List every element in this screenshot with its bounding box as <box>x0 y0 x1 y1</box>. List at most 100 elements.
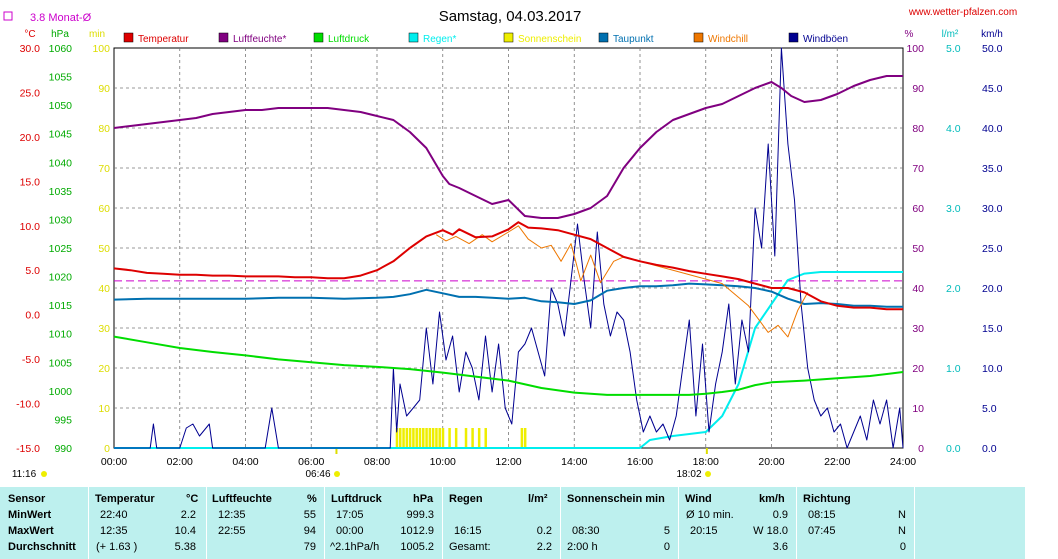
wind-tick-label: 0.0 <box>982 443 997 455</box>
rain-tick-label: 2.0 <box>946 283 961 295</box>
sunshine-bar <box>412 428 415 448</box>
temp-tick-label: -15.0 <box>16 443 40 455</box>
rain-tick-label: 4.0 <box>946 123 961 135</box>
minutes-tick-label: 100 <box>92 43 110 55</box>
humidity-tick-label: 50 <box>912 243 924 255</box>
sun-total-time: 2:00 h <box>567 541 598 553</box>
wind-tick-label: 25.0 <box>982 243 1003 255</box>
max-sun-time: 08:30 <box>572 525 600 537</box>
minutes-tick-label: 50 <box>98 243 110 255</box>
header-pressure-unit: hPa <box>413 493 434 505</box>
minutes-tick-label: 40 <box>98 283 110 295</box>
humidity-tick-label: 100 <box>906 43 924 55</box>
row-label-max: MaxWert <box>8 525 54 537</box>
sunshine-bar <box>431 428 435 448</box>
pressure-tick-label: 1030 <box>49 214 73 226</box>
humidity-unit: % <box>905 29 914 40</box>
max-humidity-time: 22:55 <box>218 525 246 537</box>
rain-total-label: Gesamt: <box>449 541 491 553</box>
avg-humidity-value: 79 <box>303 541 316 553</box>
minutes-tick-label: 60 <box>98 203 110 215</box>
sunshine-bar <box>422 428 425 448</box>
x-tick-label: 00:00 <box>101 456 127 468</box>
wind-tick-label: 50.0 <box>982 43 1003 55</box>
column-divider <box>560 487 561 559</box>
column-divider <box>88 487 89 559</box>
sunshine-bar <box>402 428 405 448</box>
max-temp-time: 12:35 <box>100 525 128 537</box>
monthly-avg-marker-icon <box>3 11 13 21</box>
sunshine-bar <box>464 428 468 448</box>
max-sun-value: 5 <box>663 525 670 537</box>
header-humidity-unit: % <box>307 493 317 505</box>
sunshine-bar <box>395 428 399 448</box>
min-temp-time: 22:40 <box>100 509 128 521</box>
max-rain-time: 16:15 <box>454 525 482 537</box>
sunshine-bar <box>415 428 418 448</box>
humidity-tick-label: 70 <box>912 163 924 175</box>
sunshine-bar <box>428 428 432 448</box>
minutes-tick-label: 90 <box>98 83 110 95</box>
temp-tick-label: -5.0 <box>22 354 40 366</box>
header-rain-unit: l/m² <box>528 493 548 505</box>
legend-swatch-1 <box>123 32 134 43</box>
header-rain: Regen <box>449 493 483 505</box>
x-tick-label: 16:00 <box>627 456 653 468</box>
wind-tick-label: 40.0 <box>982 123 1003 135</box>
min-pressure-time: 17:05 <box>336 509 364 521</box>
temp-tick-label: 20.0 <box>20 132 41 144</box>
pressure-tick-label: 990 <box>54 443 72 455</box>
min-pressure-value: 999.3 <box>406 509 434 521</box>
humidity-tick-label: 30 <box>912 323 924 335</box>
sunshine-bar <box>523 428 527 448</box>
max-pressure-value: 1012.9 <box>400 525 434 537</box>
wind-tick-label: 5.0 <box>982 403 997 415</box>
sunshine-bar <box>520 428 524 448</box>
rain-tick-label: 5.0 <box>946 43 961 55</box>
wind-unit: km/h <box>981 29 1003 40</box>
series-line-taupunkt <box>113 282 903 308</box>
header-temp: Temperatur <box>95 493 155 505</box>
avg-temp-value: 5.38 <box>174 541 196 553</box>
sunshine-bar <box>441 428 445 448</box>
sunshine-bar <box>408 428 412 448</box>
temp-tick-label: 30.0 <box>20 43 41 55</box>
column-divider <box>442 487 443 559</box>
wind-tick-label: 10.0 <box>982 363 1003 375</box>
column-divider <box>206 487 207 559</box>
temp-tick-label: 25.0 <box>20 87 41 99</box>
legend-swatch-3 <box>313 32 324 43</box>
x-tick-label: 14:00 <box>561 456 587 468</box>
pressure-tick-label: 1050 <box>49 100 73 112</box>
rain-tick-label: 0.0 <box>946 443 961 455</box>
legend-label-7: Windchill <box>708 34 748 45</box>
pressure-tick-label: 1040 <box>49 157 73 169</box>
website-link[interactable]: www.wetter-pfalzen.com <box>908 7 1017 18</box>
max-dir-time: 07:45 <box>808 525 836 537</box>
wind-tick-label: 45.0 <box>982 83 1003 95</box>
column-divider <box>678 487 679 559</box>
sunshine-bar <box>435 428 438 448</box>
pressure-tick-label: 1015 <box>49 300 73 312</box>
series-line-temperatur <box>113 221 903 311</box>
temp-unit: °C <box>24 29 35 40</box>
sunshine-bar <box>471 428 474 448</box>
pressure-tick-label: 1060 <box>49 43 73 55</box>
avg-wind-value: 3.6 <box>772 541 788 553</box>
sunrise-icon <box>334 471 340 477</box>
rain-tick-label: 3.0 <box>946 203 961 215</box>
legend-swatch-8 <box>788 32 799 43</box>
sunset-label: 18:02 <box>676 469 701 480</box>
column-divider <box>914 487 915 559</box>
min-wind-time: Ø 10 min. <box>686 509 734 521</box>
row-label-avg: Durchschnitt <box>8 541 76 553</box>
weather-chart: Samstag, 04.03.2017 www.wetter-pfalzen.c… <box>0 0 1058 487</box>
header-direction: Richtung <box>803 493 851 505</box>
x-tick-label: 24:00 <box>890 456 916 468</box>
wind-tick-label: 35.0 <box>982 163 1003 175</box>
column-divider <box>796 487 797 559</box>
x-tick-label: 06:00 <box>298 456 324 468</box>
header-sunshine: Sonnenschein min <box>567 493 665 505</box>
chart-background <box>0 0 1058 487</box>
avg-sun-value: 0 <box>663 541 670 553</box>
